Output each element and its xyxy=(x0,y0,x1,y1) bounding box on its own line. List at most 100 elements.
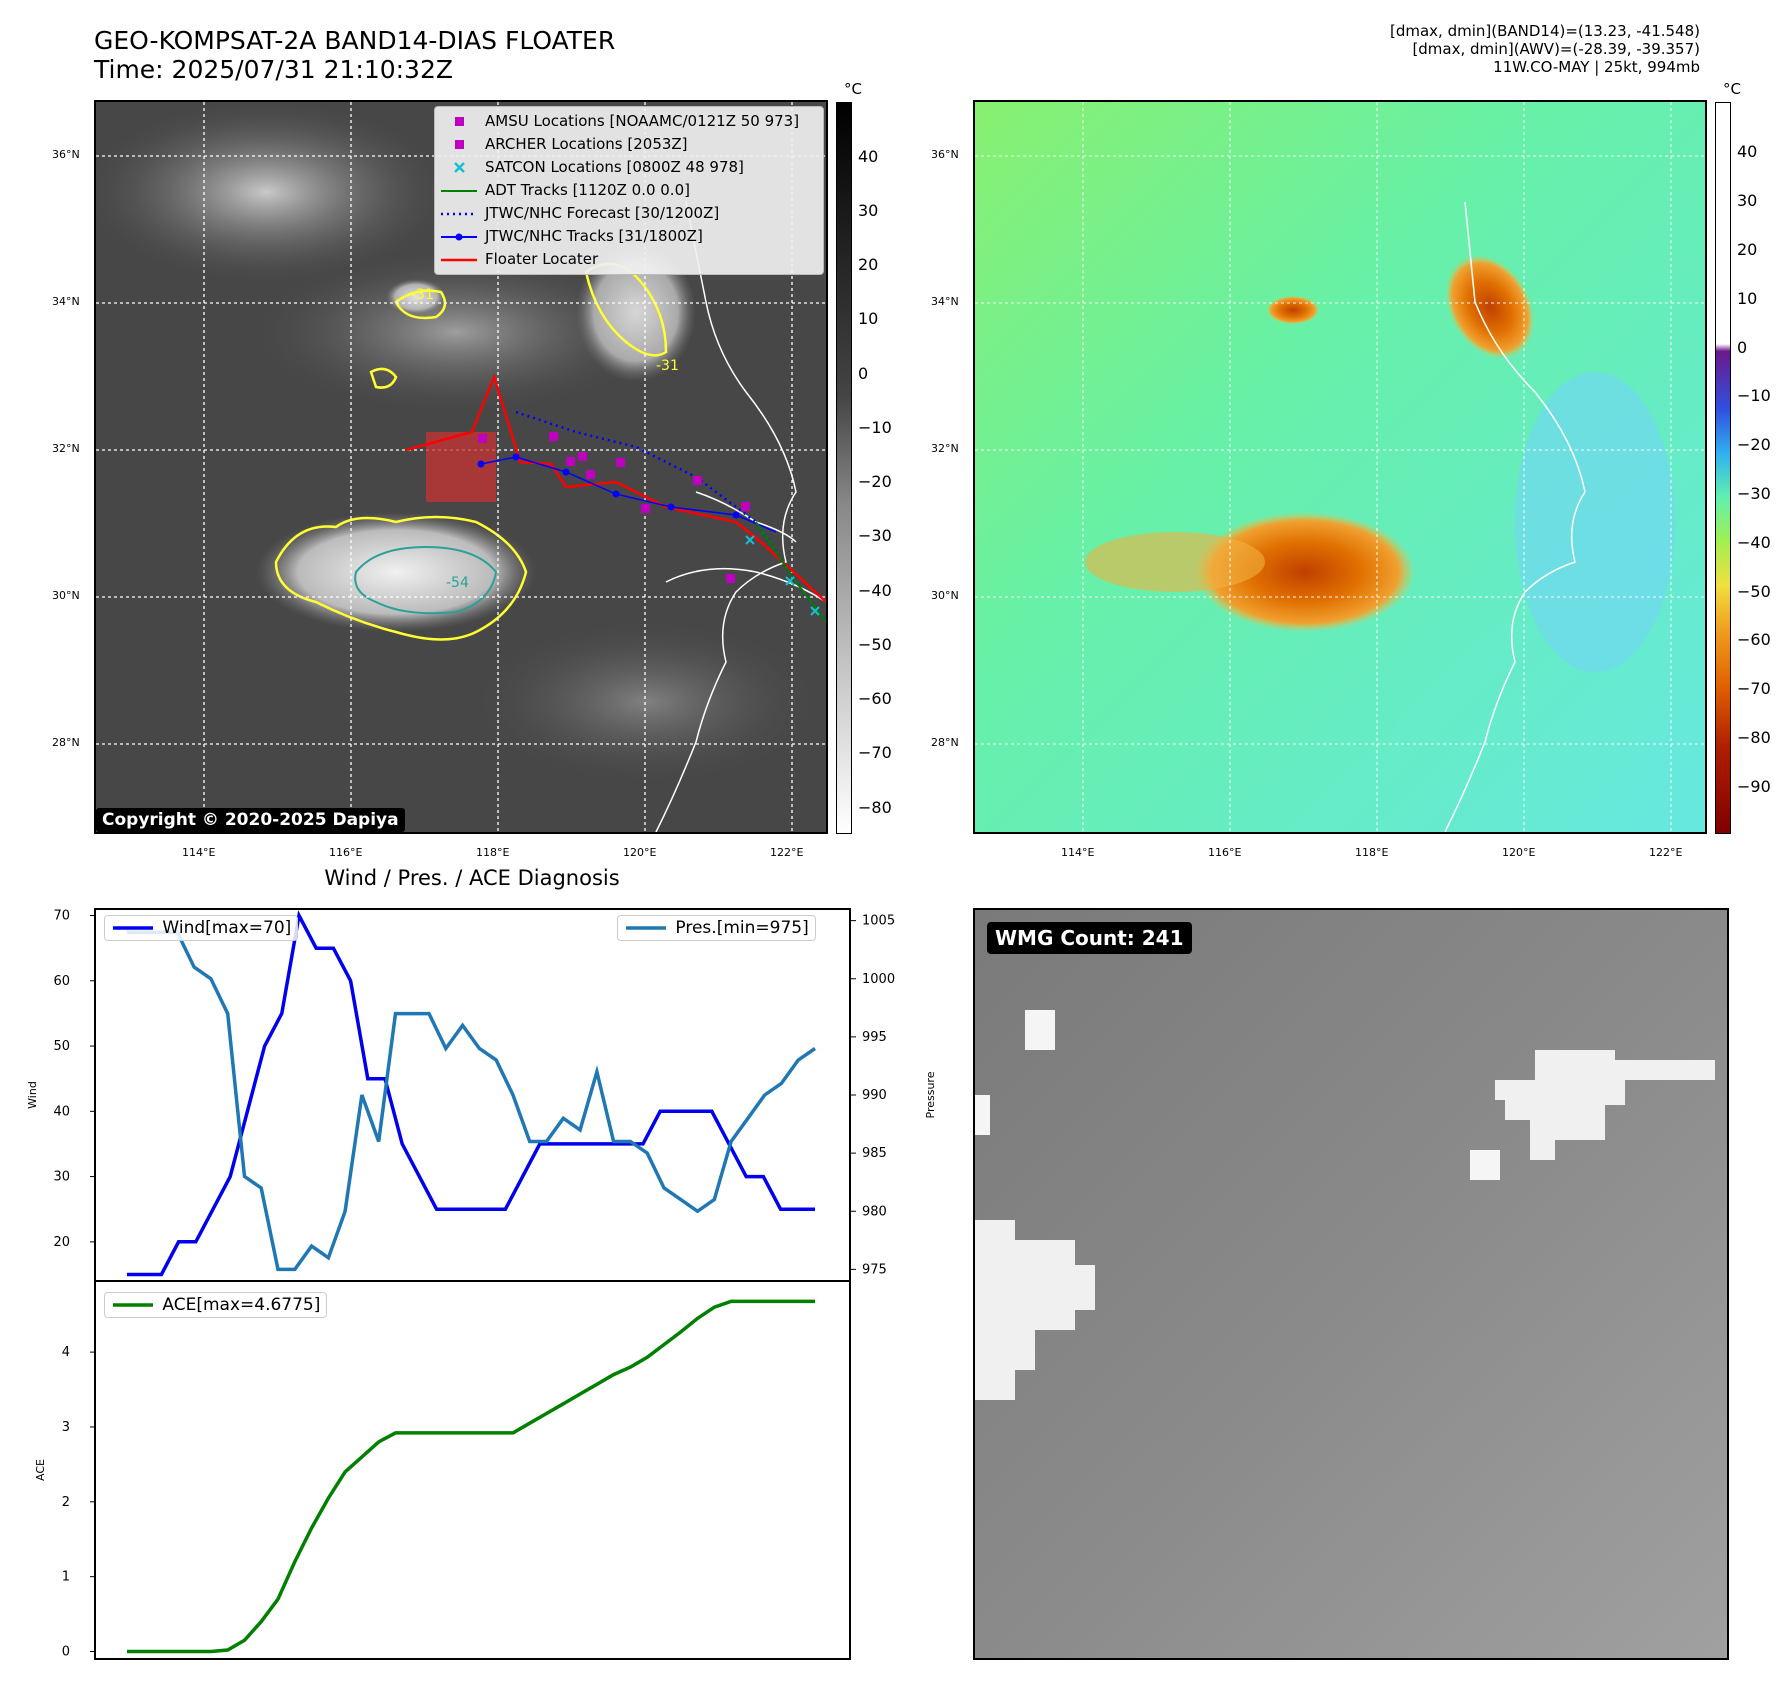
lon-label: 114°E xyxy=(182,846,216,859)
info-storm: 11W.CO-MAY | 25kt, 994mb xyxy=(1493,58,1700,76)
ir-cb-tick: 40 xyxy=(858,147,879,166)
ir-cb-tick: −20 xyxy=(858,472,892,491)
wind-tick-label: 70 xyxy=(53,909,70,924)
figure-time: Time: 2025/07/31 21:10:32Z xyxy=(94,55,453,84)
legend-label: SATCON Locations [0800Z 48 978] xyxy=(485,158,744,176)
awv-cb-tick: −70 xyxy=(1737,679,1771,698)
pres-yticks: 975 980 985 990 995 1000 1005 xyxy=(850,914,895,1277)
wind-tick-label: 30 xyxy=(53,1170,70,1185)
diagnosis-title: Wind / Pres. / ACE Diagnosis xyxy=(324,866,620,890)
legend-label: ARCHER Locations [2053Z] xyxy=(485,135,688,153)
awv-cb-tick: −80 xyxy=(1737,728,1771,747)
ir-cb-tick: −70 xyxy=(858,743,892,762)
lat-label: 34°N xyxy=(52,295,80,308)
dotted-line-icon xyxy=(441,212,477,216)
cloud-small xyxy=(386,279,446,315)
legend-label: JTWC/NHC Forecast [30/1200Z] xyxy=(485,204,720,222)
wind-axis-label: Wind xyxy=(26,1081,39,1109)
wind-pres-frame xyxy=(94,908,851,1282)
legend-jtwc-forecast: JTWC/NHC Forecast [30/1200Z] xyxy=(435,202,823,225)
pressure-tick-label: 985 xyxy=(862,1146,887,1161)
wmg-cold-pixel-cluster xyxy=(1470,1150,1500,1180)
lon-label: 122°E xyxy=(770,846,804,859)
x-marker-icon xyxy=(454,162,465,173)
lon-label: 116°E xyxy=(329,846,363,859)
lat-label: 28°N xyxy=(931,736,959,749)
ir-cb-tick: 30 xyxy=(858,201,879,220)
awv-cb-tick: 0 xyxy=(1737,338,1748,357)
line-dot-icon xyxy=(441,233,477,241)
wind-yticks: 20 30 40 50 60 70 xyxy=(53,909,95,1250)
lat-label: 32°N xyxy=(931,442,959,455)
awv-convective-band xyxy=(1085,532,1265,592)
contour-label: -54 xyxy=(446,575,469,591)
line-marker-icon xyxy=(441,258,477,262)
pressure-tick-label: 980 xyxy=(862,1204,887,1219)
awv-cb-tick: 30 xyxy=(1737,191,1758,210)
awv-dry-zone xyxy=(1515,372,1675,672)
lon-label: 118°E xyxy=(1355,846,1389,859)
square-marker-icon xyxy=(455,140,464,149)
copyright-badge: Copyright © 2020-2025 Dapiya xyxy=(96,808,405,832)
ace-legend: ACE[max=4.6775] xyxy=(104,1292,328,1318)
wmg-background xyxy=(975,910,1727,1658)
legend-label: AMSU Locations [NOAAMC/0121Z 50 973] xyxy=(485,112,800,130)
lat-label: 30°N xyxy=(52,589,80,602)
jtwc-track-points xyxy=(477,453,740,519)
ace-legend-label: ACE[max=4.6775] xyxy=(162,1295,321,1315)
wind-tick-label: 50 xyxy=(53,1039,70,1054)
ir-cb-tick: 10 xyxy=(858,309,879,328)
cloud-south xyxy=(476,622,816,782)
ir-colorbar-unit: °C xyxy=(844,80,862,98)
line-marker-icon xyxy=(626,926,666,930)
lat-label: 36°N xyxy=(931,148,959,161)
pressure-legend: Pres.[min=975] xyxy=(617,915,816,941)
awv-cb-tick: −60 xyxy=(1737,630,1771,649)
awv-convective-core xyxy=(1195,512,1415,632)
ace-tick-label: 1 xyxy=(62,1570,70,1585)
wmg-count-badge: WMG Count: 241 xyxy=(987,922,1192,954)
ir-map-panel: -31 -31 -54 xyxy=(94,100,828,834)
contour-yellow-blob xyxy=(369,367,398,389)
pressure-tick-label: 975 xyxy=(862,1262,887,1277)
pressure-legend-label: Pres.[min=975] xyxy=(675,918,809,938)
ir-cb-tick: −50 xyxy=(858,635,892,654)
ir-cb-tick: −80 xyxy=(858,798,892,817)
info-band14: [dmax, dmin](BAND14)=(13.23, -41.548) xyxy=(1389,22,1700,40)
awv-cb-tick: −90 xyxy=(1737,777,1771,796)
awv-small-cell xyxy=(1267,296,1319,324)
ir-colorbar xyxy=(836,102,852,834)
awv-map-canvas xyxy=(975,102,1705,832)
line-marker-icon xyxy=(113,926,153,930)
lon-label: 118°E xyxy=(476,846,510,859)
legend-jtwc-track: JTWC/NHC Tracks [31/1800Z] xyxy=(435,225,823,248)
amsu-archer-points xyxy=(478,432,750,583)
cloud-north xyxy=(96,102,446,282)
wmg-cold-pixel-cluster xyxy=(1025,1010,1055,1050)
wind-series-line xyxy=(127,910,815,1277)
ir-cb-tick: −60 xyxy=(858,689,892,708)
ir-cb-tick: −30 xyxy=(858,526,892,545)
contour-teal-core xyxy=(354,545,498,615)
ir-cb-tick: −10 xyxy=(858,418,892,437)
coastline-river xyxy=(695,491,797,543)
legend-label: ADT Tracks [1120Z 0.0 0.0] xyxy=(485,181,690,199)
figure-title: GEO-KOMPSAT-2A BAND14-DIAS FLOATER xyxy=(94,26,616,55)
awv-cb-tick: 10 xyxy=(1737,289,1758,308)
awv-gridlines xyxy=(975,102,1705,832)
info-block: [dmax, dmin](BAND14)=(13.23, -41.548) [d… xyxy=(1000,22,1700,76)
wmg-cold-pixel-cluster xyxy=(975,1095,990,1135)
line-marker-icon xyxy=(113,1303,153,1307)
wmg-cold-cloud-west xyxy=(975,1220,1095,1400)
ir-cb-tick: 0 xyxy=(858,364,869,383)
awv-cb-tick: −20 xyxy=(1737,435,1771,454)
legend-floater: Floater Locater xyxy=(435,248,823,271)
legend-satcon: SATCON Locations [0800Z 48 978] xyxy=(435,156,823,179)
floater-box xyxy=(426,432,496,502)
wind-tick-label: 60 xyxy=(53,974,70,989)
lat-label: 28°N xyxy=(52,736,80,749)
awv-ne-cell xyxy=(1445,255,1535,359)
info-awv: [dmax, dmin](AWV)=(-28.39, -39.357) xyxy=(1412,40,1700,58)
awv-cb-tick: 20 xyxy=(1737,240,1758,259)
ace-tick-label: 0 xyxy=(62,1645,70,1660)
